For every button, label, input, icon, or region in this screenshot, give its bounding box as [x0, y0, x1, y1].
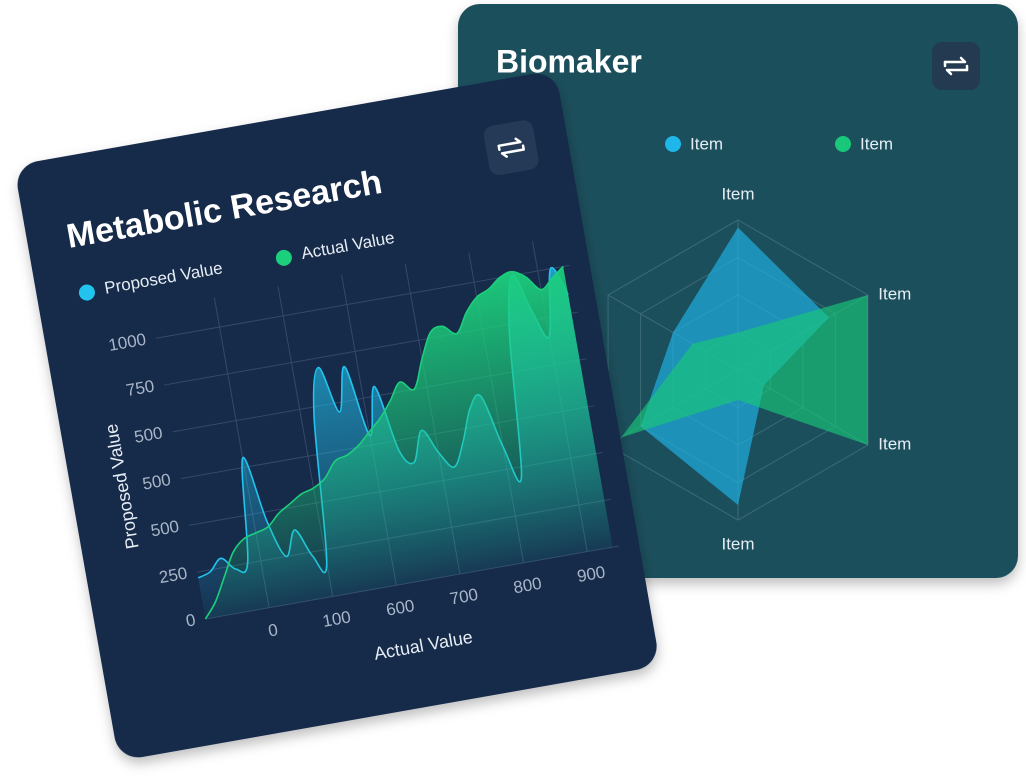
series-area: [205, 266, 613, 619]
x-tick-label: 700: [448, 585, 479, 609]
axis-label: Item: [721, 184, 754, 203]
axis-label: Item: [721, 534, 754, 553]
y-tick-label: 0: [184, 610, 197, 630]
legend-marker: [835, 136, 851, 152]
refresh-button[interactable]: [932, 42, 980, 90]
y-tick-label: 250: [158, 564, 189, 588]
x-tick-label: 800: [512, 574, 543, 598]
x-tick-label: 0: [267, 620, 280, 640]
x-tick-label: 900: [576, 562, 607, 586]
legend-marker: [78, 284, 95, 301]
y-tick-label: 500: [141, 470, 172, 494]
series-area: [621, 295, 868, 445]
card-title: Biomaker: [496, 43, 642, 79]
axis-label: Item: [878, 284, 911, 303]
legend-label: Item: [690, 134, 723, 153]
legend-marker: [275, 249, 292, 266]
refresh-button[interactable]: [482, 119, 540, 177]
y-tick-label: 500: [149, 517, 180, 541]
series-line: [204, 265, 564, 620]
metabolic-card: Metabolic Research 025050050050075010000…: [17, 73, 657, 758]
legend-marker: [665, 136, 681, 152]
x-tick-label: 600: [385, 596, 416, 620]
legend-label: Item: [860, 134, 893, 153]
y-tick-label: 500: [133, 423, 164, 447]
x-tick-label: 100: [321, 607, 352, 631]
y-tick-label: 750: [125, 376, 156, 400]
radar-chart: Item Item Item Item Item Item: [607, 134, 911, 553]
axis-label: Item: [878, 434, 911, 453]
